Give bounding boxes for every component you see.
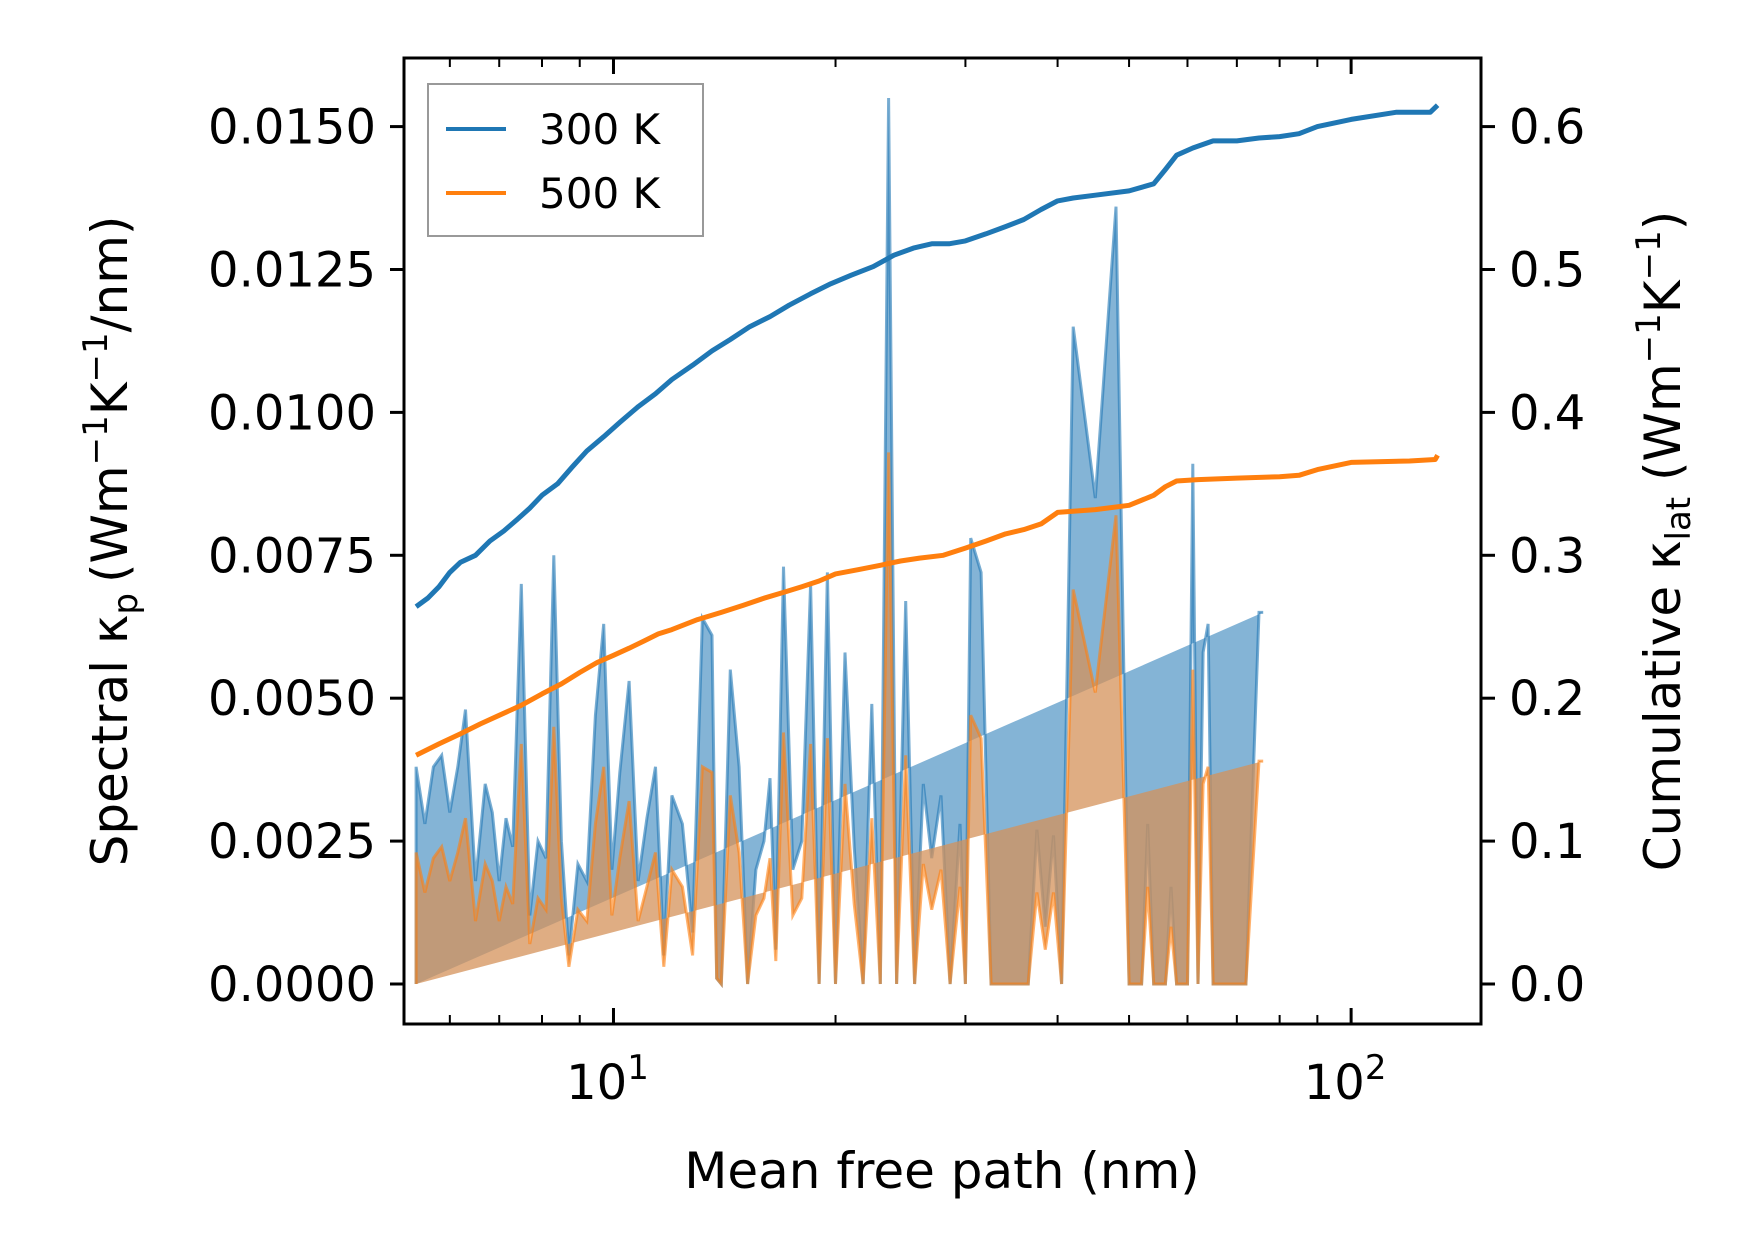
y-left-tick-label: 0.0050 [208, 671, 376, 727]
y-left-tick-label: 0.0150 [208, 100, 376, 156]
y-left-tail: /nm) [81, 216, 139, 333]
legend: 300 K 500 K [427, 83, 704, 237]
y-right-exp1: −1 [1629, 313, 1669, 363]
y-left-tick-label: 0.0100 [208, 385, 376, 441]
y-right-tail: ) [1634, 211, 1692, 231]
x-tick-label: 101 [566, 1048, 649, 1111]
y-right-units: (Wm [1634, 363, 1692, 497]
y-right-tick-label: 0.4 [1509, 385, 1585, 441]
y-left-mid: K [81, 381, 139, 415]
y-left-tick-label: 0.0025 [208, 814, 376, 870]
y-right-sub: lat [1659, 497, 1699, 541]
y-axis-right-title: Cumulative κlat (Wm−1K−1) [1629, 211, 1699, 871]
legend-label-500k: 500 K [539, 169, 662, 218]
plot-frame [402, 56, 1483, 1026]
cumulative-line-500k [414, 454, 1440, 758]
y-right-tick-label: 0.6 [1509, 100, 1585, 156]
y-right-tick-label: 0.2 [1509, 671, 1585, 727]
y-left-sub: p [106, 593, 146, 615]
y-left-tick-label: 0.0125 [208, 242, 376, 298]
x-axis-title: Mean free path (nm) [684, 1142, 1200, 1200]
legend-box [427, 83, 704, 237]
y-right-tick-label: 0.3 [1509, 528, 1585, 584]
y-right-tick-label: 0.1 [1509, 814, 1585, 870]
spectral-area-500k [414, 452, 1264, 989]
y-right-exp2: −1 [1629, 230, 1669, 280]
y-left-exp2: −1 [76, 332, 116, 382]
cumulative-line-300k [414, 103, 1440, 609]
y-axis-left-title: Spectral κp(Wm−1K−1/nm) [76, 216, 146, 867]
y-left-tick-label: 0.0000 [208, 957, 376, 1013]
y-right-tick-label: 0.5 [1509, 242, 1585, 298]
y-left-tick-label: 0.0075 [208, 528, 376, 584]
cumulative-lines [414, 103, 1440, 758]
tick-labels: 0.00000.00250.00500.00750.01000.01250.01… [208, 100, 1585, 1111]
axis-ticks [390, 58, 1495, 1024]
y-left-exp1: −1 [76, 415, 116, 465]
y-right-base: Cumulative κ [1634, 540, 1692, 871]
x-tick-label: 102 [1304, 1048, 1387, 1111]
y-left-units: (Wm [81, 465, 139, 583]
y-left-base: Spectral κ [81, 615, 139, 867]
y-right-tick-label: 0.0 [1509, 957, 1585, 1013]
y-right-mid: K [1634, 279, 1692, 313]
spectral-fills [414, 97, 1264, 989]
legend-label-300k: 300 K [539, 105, 662, 154]
